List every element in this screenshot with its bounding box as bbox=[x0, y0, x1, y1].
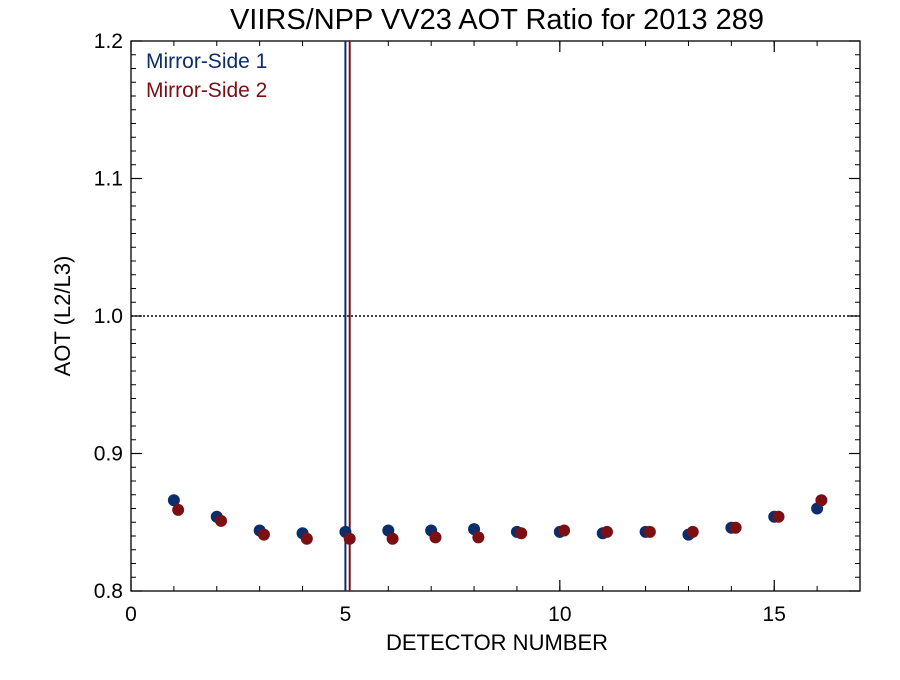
legend-entry-mirror-side-2: Mirror-Side 2 bbox=[146, 79, 267, 102]
x-tick-label: 15 bbox=[763, 603, 786, 626]
series-2-point bbox=[558, 524, 571, 537]
series-2-point bbox=[815, 494, 828, 507]
x-axis-label: DETECTOR NUMBER bbox=[386, 630, 608, 655]
x-tick-label: 5 bbox=[340, 603, 352, 626]
series-2-point bbox=[515, 527, 528, 540]
y-tick-label: 1.1 bbox=[94, 168, 123, 191]
series-2-point bbox=[215, 514, 228, 527]
series-2-point bbox=[729, 521, 742, 534]
series-2-point bbox=[386, 532, 399, 545]
y-tick-label: 0.8 bbox=[94, 580, 123, 603]
series-2-point bbox=[172, 503, 185, 516]
series-2-point bbox=[343, 532, 356, 545]
series-2-point bbox=[472, 531, 485, 544]
y-tick-label: 1.0 bbox=[94, 305, 123, 328]
series-2-point bbox=[643, 525, 656, 538]
plot-area: 0 5 10 15 0.8 0.9 1.0 1.1 1.2 bbox=[94, 30, 861, 626]
x-tick-label: 10 bbox=[548, 603, 571, 626]
series-2-point bbox=[686, 525, 699, 538]
series-1-point bbox=[167, 494, 180, 507]
series-2-point bbox=[772, 510, 785, 523]
y-tick-label: 1.2 bbox=[94, 30, 123, 53]
chart-title: VIIRS/NPP VV23 AOT Ratio for 2013 289 bbox=[230, 4, 764, 36]
series-2-point bbox=[257, 528, 270, 541]
y-axis-label: AOT (L2/L3) bbox=[50, 256, 75, 377]
legend-entry-mirror-side-1: Mirror-Side 1 bbox=[146, 50, 267, 73]
series-2-point bbox=[429, 531, 442, 544]
series-2-point bbox=[300, 532, 313, 545]
x-tick-label: 0 bbox=[125, 603, 137, 626]
legend: Mirror-Side 1 Mirror-Side 2 bbox=[146, 50, 267, 102]
y-tick-label: 0.9 bbox=[94, 443, 123, 466]
series-2-point bbox=[600, 525, 613, 538]
